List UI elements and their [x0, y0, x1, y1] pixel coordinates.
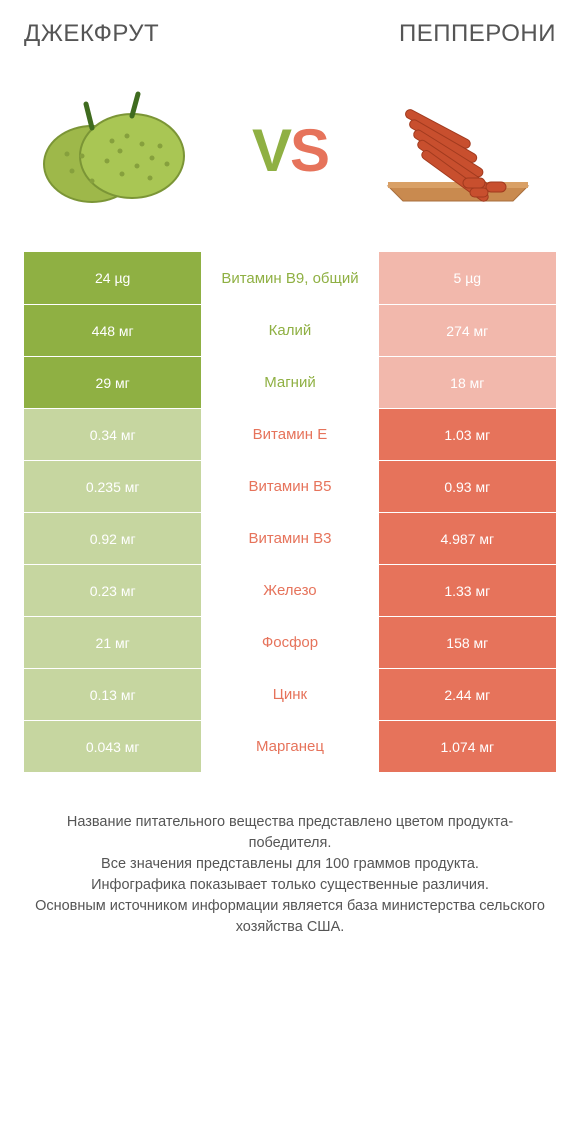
table-row: 0.92 мгВитамин B34.987 мг	[24, 512, 556, 564]
header-row: ДЖЕКФРУТ ПЕППЕРОНИ	[24, 20, 556, 48]
left-value-cell: 0.23 мг	[24, 565, 201, 616]
table-row: 0.235 мгВитамин B50.93 мг	[24, 460, 556, 512]
vs-label: VS	[252, 121, 328, 181]
table-row: 29 мгМагний18 мг	[24, 356, 556, 408]
table-row: 21 мгФосфор158 мг	[24, 616, 556, 668]
left-value-cell: 0.043 мг	[24, 721, 201, 772]
nutrient-name-cell: Марганец	[201, 721, 378, 772]
right-value-cell: 158 мг	[379, 617, 556, 668]
nutrient-name-cell: Калий	[201, 305, 378, 356]
pepperoni-image	[368, 86, 548, 216]
nutrient-name-cell: Витамин E	[201, 409, 378, 460]
table-row: 0.13 мгЦинк2.44 мг	[24, 668, 556, 720]
right-value-cell: 274 мг	[379, 305, 556, 356]
footer-line: Все значения представлены для 100 граммо…	[30, 854, 550, 875]
vs-row: VS	[24, 86, 556, 216]
comparison-table: 24 µgВитамин B9, общий5 µg448 мгКалий274…	[24, 252, 556, 772]
left-value-cell: 448 мг	[24, 305, 201, 356]
right-value-cell: 1.33 мг	[379, 565, 556, 616]
nutrient-name-cell: Фосфор	[201, 617, 378, 668]
left-value-cell: 0.13 мг	[24, 669, 201, 720]
left-value-cell: 0.34 мг	[24, 409, 201, 460]
footer-line: Основным источником информации является …	[30, 896, 550, 938]
nutrient-name-cell: Витамин B5	[201, 461, 378, 512]
right-value-cell: 1.03 мг	[379, 409, 556, 460]
footer-line: Название питательного вещества представл…	[30, 812, 550, 854]
left-value-cell: 0.235 мг	[24, 461, 201, 512]
nutrient-name-cell: Цинк	[201, 669, 378, 720]
nutrient-name-cell: Витамин B9, общий	[201, 252, 378, 304]
left-value-cell: 21 мг	[24, 617, 201, 668]
table-row: 0.23 мгЖелезо1.33 мг	[24, 564, 556, 616]
jackfruit-image	[32, 86, 212, 216]
table-row: 448 мгКалий274 мг	[24, 304, 556, 356]
footer-line: Инфографика показывает только существенн…	[30, 875, 550, 896]
right-value-cell: 5 µg	[379, 252, 556, 304]
vs-s: S	[290, 117, 328, 184]
right-value-cell: 2.44 мг	[379, 669, 556, 720]
left-product-title: ДЖЕКФРУТ	[24, 20, 159, 48]
right-product-title: ПЕППЕРОНИ	[399, 20, 556, 48]
vs-v: V	[252, 117, 290, 184]
right-value-cell: 1.074 мг	[379, 721, 556, 772]
table-row: 0.043 мгМарганец1.074 мг	[24, 720, 556, 772]
left-value-cell: 29 мг	[24, 357, 201, 408]
table-row: 24 µgВитамин B9, общий5 µg	[24, 252, 556, 304]
pepperoni-icon	[368, 86, 548, 216]
left-value-cell: 24 µg	[24, 252, 201, 304]
right-value-cell: 4.987 мг	[379, 513, 556, 564]
right-value-cell: 0.93 мг	[379, 461, 556, 512]
right-value-cell: 18 мг	[379, 357, 556, 408]
nutrient-name-cell: Железо	[201, 565, 378, 616]
nutrient-name-cell: Витамин B3	[201, 513, 378, 564]
footer-notes: Название питательного вещества представл…	[24, 812, 556, 938]
jackfruit-icon	[32, 86, 212, 216]
nutrient-name-cell: Магний	[201, 357, 378, 408]
left-value-cell: 0.92 мг	[24, 513, 201, 564]
table-row: 0.34 мгВитамин E1.03 мг	[24, 408, 556, 460]
